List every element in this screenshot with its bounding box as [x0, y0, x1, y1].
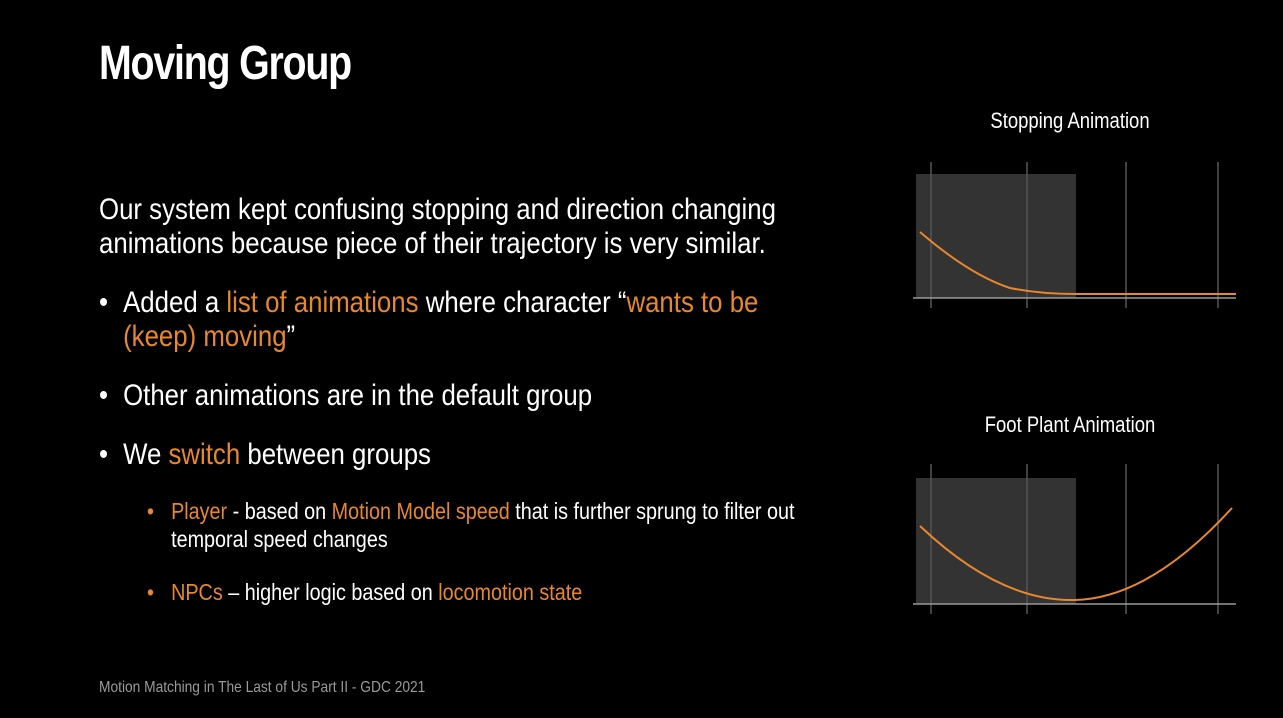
bullet-text-part: between groups: [240, 438, 431, 471]
subbullet-player: • Player - based on Motion Model speed t…: [147, 497, 844, 553]
subbullet-text-part: – higher logic based on: [222, 579, 439, 605]
slide-footer: Motion Matching in The Last of Us Part I…: [99, 679, 426, 696]
stopping-window-panel: [916, 174, 1076, 298]
bullet-list-of-animations: • Added a list of animations where chara…: [99, 286, 839, 354]
subbullet-text: NPCs – higher logic based on locomotion …: [171, 578, 844, 606]
subbullet-dot: •: [147, 498, 154, 524]
slide-title: Moving Group: [99, 37, 352, 90]
bullet-text: Other animations are in the default grou…: [123, 379, 593, 412]
subbullet-dot: •: [147, 579, 154, 605]
subbullet-text-part: - based on: [227, 498, 332, 524]
subbullet-highlight: locomotion state: [438, 579, 583, 605]
subbullet-highlight: NPCs: [171, 579, 223, 605]
bullet-dot: •: [99, 286, 109, 319]
bullet-default-group: • Other animations are in the default gr…: [99, 379, 839, 413]
bullet-text-part: where character “: [418, 286, 627, 319]
bullet-text: We switch between groups: [123, 438, 839, 472]
stopping-animation-title: Stopping Animation: [990, 108, 1150, 133]
footplant-window-panel: [916, 478, 1076, 604]
subbullet-text-part: that is further sprung to filter out tem…: [171, 498, 795, 552]
bullet-text-part: We: [123, 438, 169, 471]
subbullet-npcs: • NPCs – higher logic based on locomotio…: [147, 578, 844, 606]
foot-plant-animation-title: Foot Plant Animation: [984, 412, 1156, 437]
subbullet-text: Player - based on Motion Model speed tha…: [171, 497, 844, 553]
subbullet-highlight: Player: [171, 498, 228, 524]
bullet-highlight: switch: [168, 438, 241, 471]
foot-plant-animation-diagram: [913, 464, 1236, 614]
bullet-text-part: ”: [286, 320, 296, 353]
bullet-highlight: list of animations: [226, 286, 419, 319]
bullet-dot: •: [99, 379, 109, 412]
bullet-highlight: wants to be (keep) moving: [123, 286, 759, 353]
bullet-text-part: Added a: [123, 286, 227, 319]
bullet-text: Added a list of animations where charact…: [123, 286, 839, 354]
intro-paragraph: Our system kept confusing stopping and d…: [99, 193, 776, 260]
footplant-trajectory-curve: [919, 507, 1233, 602]
subbullet-highlight: Motion Model speed: [331, 498, 510, 524]
bullet-dot: •: [99, 438, 109, 471]
stopping-animation-diagram: [913, 162, 1236, 308]
stopping-trajectory-curve: [919, 231, 1236, 295]
bullet-switch-groups: • We switch between groups: [99, 438, 839, 472]
